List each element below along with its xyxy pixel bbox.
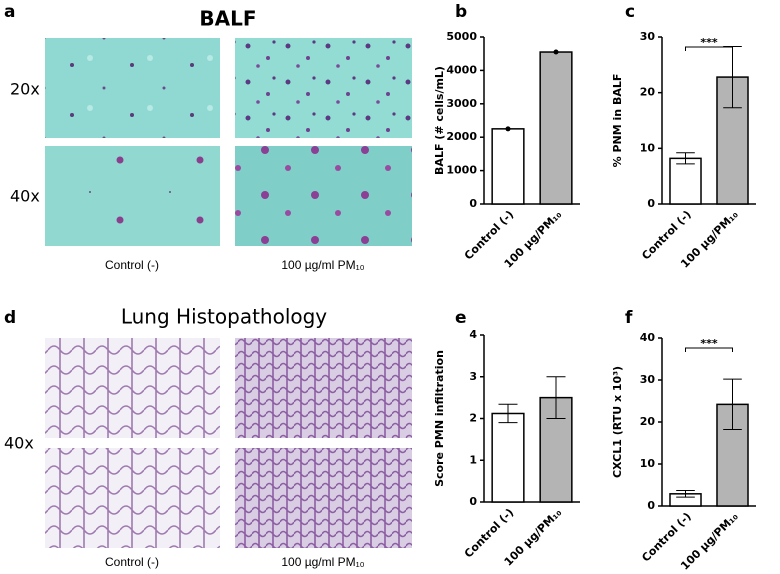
y-axis-label: Score PMN infiltration: [433, 350, 446, 487]
row-label: 40x: [10, 187, 40, 206]
y-tick-label: 3: [469, 370, 477, 383]
bar: [491, 128, 525, 205]
column-label: Control (-): [105, 258, 159, 272]
panel-title: BALF: [199, 7, 256, 31]
y-tick-label: 30: [640, 30, 656, 43]
y-tick-label: 20: [640, 86, 656, 99]
panel-letter: b: [455, 2, 467, 22]
micrograph: [235, 338, 412, 438]
error-bar: [723, 45, 742, 109]
error-bar: [546, 376, 566, 419]
bar: [491, 412, 525, 503]
micrograph: [45, 38, 220, 138]
panel-letter: d: [4, 308, 16, 328]
y-tick-label: 4: [469, 328, 477, 341]
y-tick-label: 30: [640, 373, 656, 386]
y-tick-label: 4000: [446, 63, 477, 76]
column-label: 100 µg/ml PM₁₀: [281, 555, 364, 569]
y-tick-label: 20: [640, 415, 656, 428]
y-tick-label: 40: [640, 331, 656, 344]
y-tick-label: 10: [640, 457, 656, 470]
error-bar: [676, 489, 695, 498]
bar: [539, 51, 573, 205]
data-point: [553, 49, 559, 55]
bar: [669, 157, 702, 205]
y-tick-label: 1000: [446, 164, 477, 177]
significance-label: ***: [700, 36, 718, 49]
micrograph: [45, 338, 220, 438]
panel-letter: f: [625, 308, 633, 328]
panel-letter: a: [4, 2, 15, 22]
micrograph: [45, 146, 220, 246]
y-tick-label: 10: [640, 141, 656, 154]
y-axis-label: BALF (# cells/mL): [433, 66, 446, 175]
micrograph: [45, 448, 220, 548]
panel-title: Lung Histopathology: [121, 305, 327, 329]
column-label: 100 µg/ml PM₁₀: [281, 258, 364, 272]
y-tick-label: 5000: [446, 30, 477, 43]
micrograph: [235, 38, 412, 138]
row-label: 20x: [10, 80, 40, 99]
error-bar: [723, 378, 742, 431]
significance-bracket: [685, 347, 733, 352]
row-label: 40x: [4, 434, 34, 453]
y-tick-label: 0: [469, 495, 477, 508]
micrograph: [235, 448, 412, 548]
y-tick-label: 2000: [446, 130, 477, 143]
y-tick-label: 0: [469, 197, 477, 210]
y-tick-label: 0: [647, 499, 655, 512]
significance-label: ***: [700, 337, 718, 350]
panel-letter: e: [455, 308, 467, 328]
micrograph: [235, 146, 412, 246]
column-label: Control (-): [105, 555, 159, 569]
y-tick-label: 0: [647, 197, 655, 210]
y-axis-label: % PNM in BALF: [611, 74, 624, 168]
panel-letter: c: [625, 2, 635, 22]
error-bar: [676, 152, 695, 165]
data-point: [505, 126, 511, 132]
y-tick-label: 1: [469, 453, 477, 466]
y-tick-label: 3000: [446, 97, 477, 110]
significance-bracket: [685, 46, 733, 51]
error-bar: [498, 403, 518, 424]
y-axis-label: CXCL1 (RTU x 10³): [611, 366, 624, 478]
y-tick-label: 2: [469, 412, 477, 425]
